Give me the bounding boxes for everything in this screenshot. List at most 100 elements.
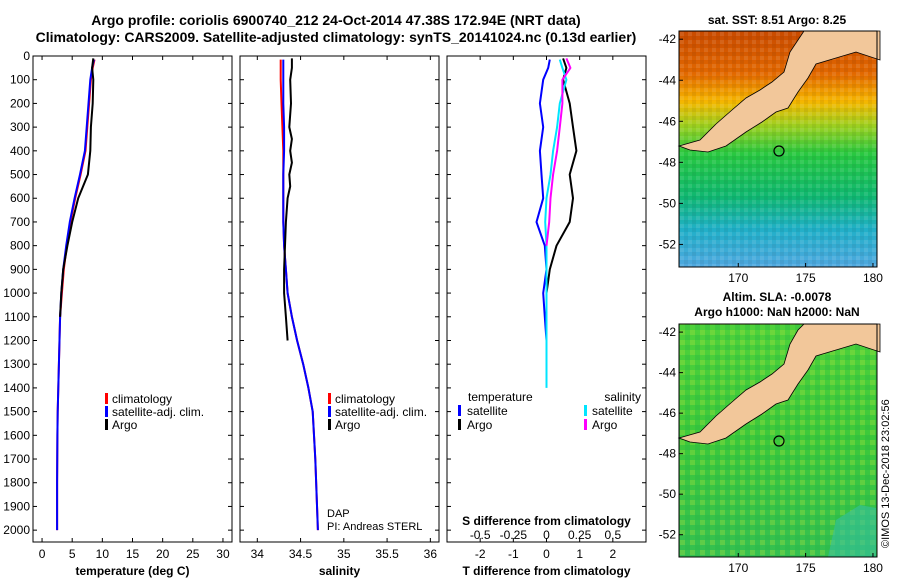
- y-tick-label: 1000: [3, 286, 30, 300]
- x-tick-label: 0: [543, 547, 550, 561]
- y-tick-label: 1700: [3, 452, 30, 466]
- map-y-tick-label: -48: [659, 155, 677, 169]
- sst-axis-ticks: -42 -44 -46 -48 -50 -52 170 175 180: [659, 32, 884, 285]
- salinity-legend: climatology satellite-adj. clim. Argo DA…: [327, 392, 427, 533]
- y-tick-label: 400: [10, 144, 30, 158]
- sla-map-label-line2: Argo h1000: NaN h2000: NaN: [694, 305, 859, 319]
- figure-title-line2: Climatology: CARS2009. Satellite-adjuste…: [36, 29, 637, 45]
- legend-label-t-satellite: satellite: [467, 404, 508, 418]
- map-y-tick-label: -50: [659, 196, 677, 210]
- legend-label-satellite: satellite-adj. clim.: [112, 405, 204, 419]
- map-x-tick-label: 180: [863, 561, 883, 575]
- y-tick-label: 900: [10, 262, 30, 276]
- legend-label-s-argo: Argo: [592, 418, 618, 432]
- legend-label-s-satellite: satellite: [592, 404, 633, 418]
- legend-swatch-s-satellite: [584, 405, 587, 416]
- y-tick-label: 1500: [3, 405, 30, 419]
- series-line-temperature-satellite: [535, 59, 551, 341]
- x-tick-label: 10: [96, 547, 110, 561]
- plot-frame: [32, 55, 233, 543]
- sst-map-label: sat. SST: 8.51 Argo: 8.25: [708, 13, 847, 27]
- x-tick-label: 2: [609, 547, 616, 561]
- sla-map-frame: [678, 323, 878, 558]
- map-x-tick-label: 170: [728, 561, 748, 575]
- y-tick-label: 0: [23, 49, 30, 63]
- legend-swatch-t-argo: [458, 419, 461, 430]
- series-line-argo: [59, 58, 95, 317]
- x-tick-label: 35: [337, 547, 351, 561]
- map-y-tick-label: -52: [659, 237, 677, 251]
- y-tick-label: 1300: [3, 357, 30, 371]
- y-tick-label: 1900: [3, 499, 30, 513]
- sla-axis-ticks: -42 -44 -46 -48 -50 -52 170 175 180: [659, 325, 884, 575]
- s-difference-tick-label: -0.25: [500, 528, 528, 542]
- pi-label: PI: Andreas STERL: [327, 521, 422, 533]
- s-difference-tick-label: 0.25: [568, 528, 592, 542]
- s-difference-tick-label: -0.5: [470, 528, 491, 542]
- legend-heading-temperature: temperature: [468, 390, 533, 404]
- map-y-tick-label: -46: [659, 406, 677, 420]
- legend-heading-salinity: salinity: [604, 390, 641, 404]
- x-tick-label: -1: [508, 547, 519, 561]
- x-tick-label: 30: [216, 547, 230, 561]
- salinity-panel: 34 34.5 35 35.5 36 salinity: [239, 55, 440, 578]
- y-tick-label: 2000: [3, 523, 30, 537]
- y-tick-label: 500: [10, 168, 30, 182]
- series-line-salinity-satellite: [544, 59, 568, 388]
- legend-label-climatology: climatology: [112, 392, 172, 406]
- dap-label: DAP: [327, 508, 350, 520]
- temperature-panel: 0100200300400500600700800900100011001200…: [3, 49, 233, 578]
- sst-argo-position-marker: [773, 145, 785, 157]
- map-x-tick-label: 180: [863, 271, 883, 285]
- legend-label-argo: Argo: [112, 418, 138, 432]
- x-axis-label: salinity: [319, 564, 361, 578]
- legend-swatch-t-satellite: [458, 405, 461, 416]
- map-y-tick-label: -46: [659, 114, 677, 128]
- s-difference-axis-label: S difference from climatology: [462, 514, 631, 528]
- legend-swatch-argo: [328, 419, 331, 430]
- x-tick-label: 15: [126, 547, 140, 561]
- y-tick-label: 100: [10, 73, 30, 87]
- map-x-tick-label: 170: [728, 271, 748, 285]
- map-y-tick-label: -50: [659, 487, 677, 501]
- map-y-tick-label: -42: [659, 32, 677, 46]
- y-tick-label: 800: [10, 239, 30, 253]
- legend-label-satellite: satellite-adj. clim.: [335, 405, 427, 419]
- y-tick-label: 1600: [3, 428, 30, 442]
- x-tick-label: 34: [251, 547, 265, 561]
- y-tick-label: 700: [10, 215, 30, 229]
- figure-title-line1: Argo profile: coriolis 6900740_212 24-Oc…: [91, 12, 580, 28]
- x-tick-label: -2: [475, 547, 486, 561]
- x-tick-label: 0: [39, 547, 46, 561]
- sla-anomaly-patch: [828, 505, 876, 557]
- sst-map: sat. SST: 8.51 Argo: 8.25 -42 -44 -46 -48 -5…: [659, 13, 884, 285]
- difference-legend: temperature satellite Argo salinity sate…: [458, 390, 641, 432]
- y-tick-label: 200: [10, 96, 30, 110]
- legend-swatch-climatology: [105, 393, 108, 404]
- x-tick-label: 36: [424, 547, 438, 561]
- sst-land: [677, 30, 881, 153]
- x-tick-label: 20: [156, 547, 170, 561]
- series-line-salinity-argo: [545, 58, 572, 246]
- imos-credit: ©IMOS 13-Dec-2018 23:02:56: [880, 399, 892, 548]
- y-tick-label: 300: [10, 120, 30, 134]
- legend-swatch-satellite: [328, 406, 331, 417]
- s-difference-tick-label: 0.5: [604, 528, 621, 542]
- legend-swatch-climatology: [328, 393, 331, 404]
- s-difference-tick-label: 0: [543, 528, 550, 542]
- legend-label-argo: Argo: [335, 418, 361, 432]
- legend-swatch-satellite: [105, 406, 108, 417]
- map-y-tick-label: -52: [659, 528, 677, 542]
- legend-label-t-argo: Argo: [467, 418, 493, 432]
- sla-map: Altim. SLA: -0.0078 Argo h1000: NaN h200…: [659, 290, 884, 575]
- sla-land: [677, 323, 881, 445]
- sla-argo-position-marker: [773, 435, 785, 447]
- y-tick-label: 1100: [4, 310, 30, 324]
- x-tick-label: 25: [186, 547, 200, 561]
- legend-swatch-s-argo: [584, 419, 587, 430]
- map-y-tick-label: -48: [659, 447, 677, 461]
- map-y-tick-label: -44: [659, 73, 677, 87]
- map-x-tick-label: 175: [796, 271, 816, 285]
- sla-map-label-line1: Altim. SLA: -0.0078: [723, 290, 832, 304]
